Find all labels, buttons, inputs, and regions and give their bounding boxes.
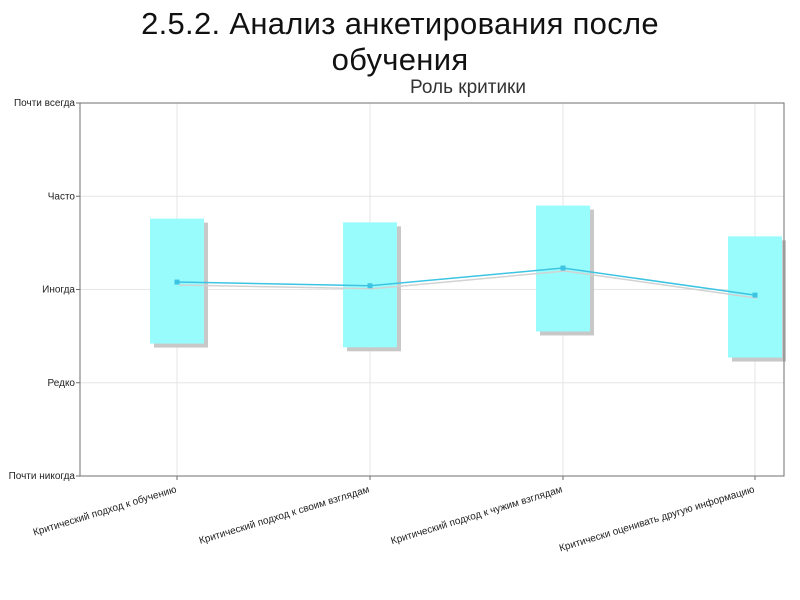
y-tick-label: Редко bbox=[48, 378, 76, 389]
mean-line-shadow bbox=[178, 270, 758, 299]
y-tick-label: Почти всегда bbox=[14, 98, 75, 109]
y-tick-label: Часто bbox=[48, 191, 76, 202]
x-tick-label: Критический подход к своим взглядам bbox=[198, 484, 371, 546]
mean-line bbox=[176, 267, 756, 296]
mean-series bbox=[174, 265, 758, 299]
y-tick-label: Иногда bbox=[42, 285, 75, 296]
x-axis: Критический подход к обучению Критический… bbox=[32, 476, 757, 554]
slide-title: 2.5.2. Анализ анкетирования после обучен… bbox=[141, 6, 659, 77]
chart-title: Роль критики bbox=[410, 77, 526, 98]
mean-point bbox=[752, 292, 758, 298]
y-tick-label: Почти никогда bbox=[9, 471, 76, 482]
mean-point bbox=[367, 283, 373, 289]
y-axis: Почти никогда Редко Иногда Часто Почти всегд… bbox=[9, 98, 80, 482]
x-tick-label: Критический подход к чужим взглядам bbox=[390, 484, 564, 547]
x-tick-label: Критически оценивать другую информацию bbox=[558, 483, 757, 554]
x-tick-label: Критический подход к обучению bbox=[32, 483, 179, 538]
mean-point bbox=[560, 265, 566, 271]
mean-point bbox=[174, 279, 180, 285]
